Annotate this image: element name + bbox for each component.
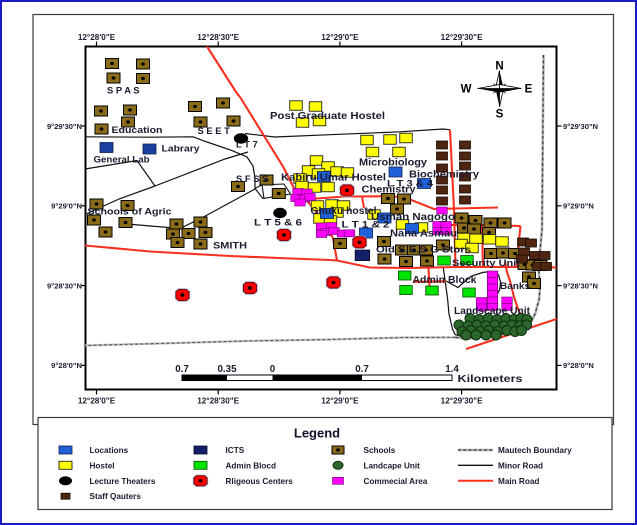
svg-text:L T 1 & 2: L T 1 & 2 [342, 219, 390, 230]
svg-text:L T 3 & 4: L T 3 & 4 [387, 178, 434, 189]
svg-text:Landscape Unit: Landscape Unit [454, 306, 531, 317]
svg-text:0.7: 0.7 [355, 364, 369, 375]
svg-text:Security Unit: Security Unit [452, 257, 520, 268]
svg-text:12°28'30"E: 12°28'30"E [197, 33, 239, 42]
svg-text:S F S S: S F S S [236, 173, 268, 184]
svg-text:SMITH: SMITH [213, 240, 247, 251]
svg-text:0.35: 0.35 [217, 364, 237, 375]
svg-text:9°28'30"N: 9°28'30"N [563, 281, 598, 290]
svg-text:0.7: 0.7 [175, 364, 189, 375]
svg-text:Rligeous Centers: Rligeous Centers [226, 477, 294, 486]
svg-text:12°29'0"E: 12°29'0"E [321, 397, 359, 406]
svg-text:Old S.E.S G Stors: Old S.E.S G Stors [376, 244, 471, 255]
svg-text:9°29'0"N: 9°29'0"N [51, 202, 82, 211]
svg-text:Lecture Theaters: Lecture Theaters [90, 477, 156, 486]
svg-text:Kilometers: Kilometers [458, 373, 523, 385]
svg-text:9°28'30"N: 9°28'30"N [47, 281, 82, 290]
svg-text:ICTS: ICTS [226, 446, 245, 455]
svg-text:Main Road: Main Road [498, 477, 539, 486]
svg-text:N: N [495, 61, 503, 73]
svg-text:E: E [525, 84, 533, 96]
svg-text:Minor Road: Minor Road [498, 461, 543, 470]
svg-text:Hostel: Hostel [90, 461, 115, 470]
svg-text:General Lab: General Lab [94, 154, 150, 165]
svg-text:Schools of Agric: Schools of Agric [88, 206, 172, 217]
svg-text:L T 5 & 6: L T 5 & 6 [254, 217, 302, 228]
svg-text:12°29'30"E: 12°29'30"E [441, 397, 483, 406]
svg-text:S P A S: S P A S [107, 85, 139, 96]
svg-text:W: W [461, 84, 472, 96]
svg-text:1.4: 1.4 [445, 364, 459, 375]
svg-text:9°28'0"N: 9°28'0"N [51, 361, 82, 370]
svg-text:Locations: Locations [90, 446, 129, 455]
svg-text:12°28'0"E: 12°28'0"E [78, 397, 116, 406]
svg-text:Landcape Unit: Landcape Unit [364, 461, 421, 470]
svg-text:9°29'30"N: 9°29'30"N [563, 122, 598, 131]
svg-text:S E E T: S E E T [198, 125, 231, 136]
svg-text:Admin Blocd: Admin Blocd [226, 461, 277, 470]
svg-text:Banks: Banks [500, 280, 530, 291]
svg-text:Commecial Area: Commecial Area [364, 477, 428, 486]
svg-text:S: S [496, 109, 504, 121]
svg-text:0: 0 [270, 364, 276, 375]
svg-text:Labrary: Labrary [162, 143, 201, 154]
svg-text:Chemistry: Chemistry [362, 185, 417, 196]
svg-text:9°29'30"N: 9°29'30"N [47, 122, 82, 131]
svg-text:Kabiru Umar Hostel: Kabiru Umar Hostel [281, 173, 386, 184]
svg-text:Legend: Legend [294, 426, 340, 441]
svg-text:Schools: Schools [364, 446, 396, 455]
svg-text:Staff Qauters: Staff Qauters [90, 492, 142, 501]
svg-text:9°29'0"N: 9°29'0"N [563, 202, 594, 211]
svg-text:12°28'0"E: 12°28'0"E [78, 33, 116, 42]
svg-text:Ghuku hostel: Ghuku hostel [311, 206, 377, 217]
svg-text:Post Graduate Hostel: Post Graduate Hostel [270, 111, 385, 122]
svg-text:12°29'30"E: 12°29'30"E [441, 33, 483, 42]
svg-text:Admin Block: Admin Block [413, 275, 478, 286]
svg-text:Nana Asmau: Nana Asmau [390, 229, 457, 240]
svg-text:Education: Education [112, 124, 163, 135]
svg-text:Biochemistry: Biochemistry [409, 170, 480, 181]
svg-text:12°28'30"E: 12°28'30"E [197, 397, 239, 406]
svg-text:Microbiology: Microbiology [359, 158, 428, 169]
svg-text:Usman Nagogo: Usman Nagogo [371, 212, 455, 223]
svg-text:12°29'0"E: 12°29'0"E [321, 33, 359, 42]
svg-text:9°28'0"N: 9°28'0"N [563, 361, 594, 370]
svg-text:Mautech Boundary: Mautech Boundary [498, 446, 572, 455]
svg-text:L T 7: L T 7 [236, 139, 258, 150]
